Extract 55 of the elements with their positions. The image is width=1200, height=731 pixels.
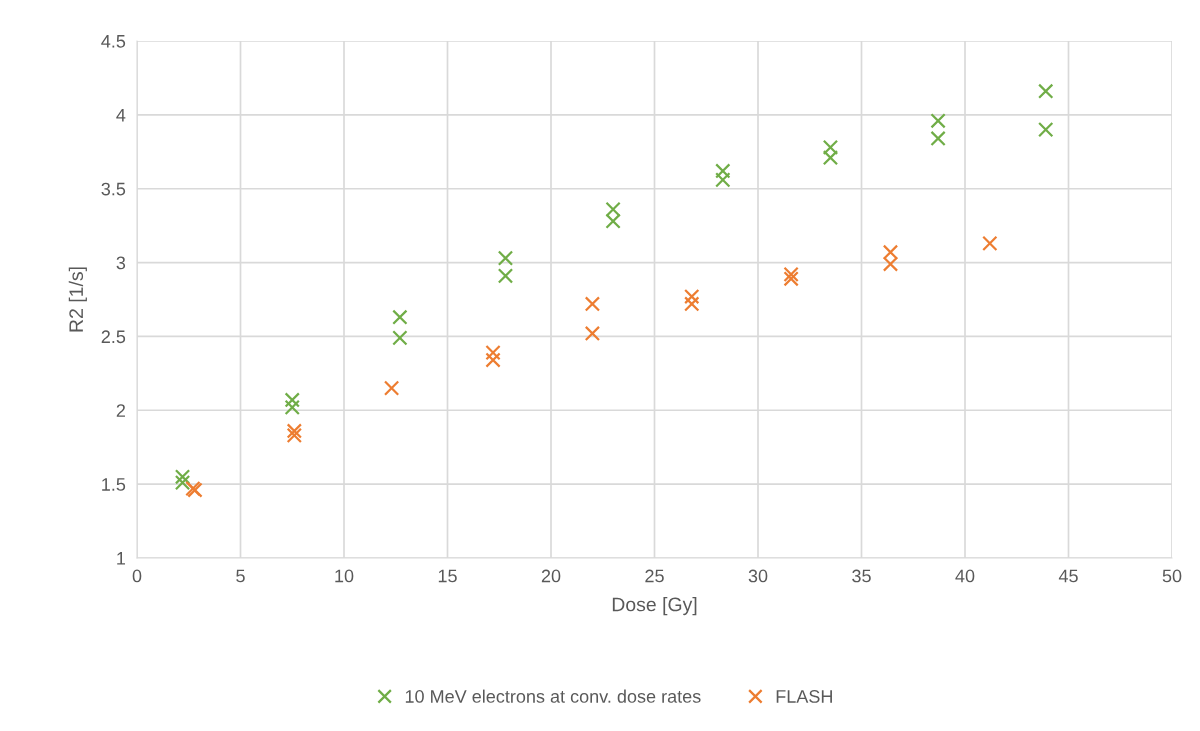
x-tick-label: 15 [438, 569, 457, 583]
point [684, 296, 700, 312]
point [684, 288, 700, 305]
point [392, 330, 408, 346]
x-tick-label: 20 [541, 569, 561, 583]
x-tick-label: 10 [335, 569, 354, 583]
point [882, 244, 899, 260]
point [174, 474, 191, 491]
point [982, 235, 998, 252]
point [584, 296, 601, 312]
y-tick-label: 3 [116, 256, 126, 270]
point [497, 268, 514, 284]
point [286, 423, 303, 439]
point [497, 250, 514, 266]
point [930, 130, 946, 147]
y-tick-label: 4 [116, 108, 126, 122]
legend-label: 10 MeV electrons at conv. dose rates [405, 689, 701, 703]
point [1038, 121, 1054, 138]
y-tick-label: 2 [116, 404, 125, 417]
point [584, 325, 601, 342]
point [383, 380, 400, 396]
y-axis-title: R2 [1/s] [68, 267, 87, 332]
point [284, 392, 300, 408]
x-axis-title: Dose [Gy] [612, 597, 697, 616]
point [930, 113, 946, 129]
point [715, 163, 731, 179]
y-tick-label: 1 [117, 552, 126, 565]
point [783, 266, 799, 283]
y-tick-label: 4.5 [101, 35, 126, 48]
point [882, 256, 899, 272]
x-tick-label: 30 [748, 569, 768, 583]
point [284, 399, 300, 416]
x-tick-label: 0 [132, 569, 142, 583]
point [783, 271, 799, 287]
point [605, 213, 621, 229]
y-tick-label: 1.5 [102, 478, 126, 491]
point [1038, 83, 1054, 99]
x-tick-label: 40 [955, 569, 975, 583]
point [174, 469, 191, 485]
y-tick-label: 3.5 [101, 182, 126, 196]
point [286, 427, 303, 444]
x-tick-label: 50 [1162, 569, 1182, 583]
point [485, 352, 501, 368]
point [822, 150, 839, 166]
x-tick-label: 5 [236, 569, 245, 583]
x-tick-label: 45 [1058, 569, 1078, 583]
point [715, 172, 731, 188]
point [485, 344, 501, 361]
x-tick-label: 25 [645, 569, 664, 583]
x-tick-label: 35 [852, 569, 871, 583]
y-tick-label: 2.5 [101, 330, 126, 344]
point [605, 201, 621, 218]
point [392, 309, 408, 325]
legend-label: FLASH [776, 690, 832, 703]
point [822, 139, 839, 156]
